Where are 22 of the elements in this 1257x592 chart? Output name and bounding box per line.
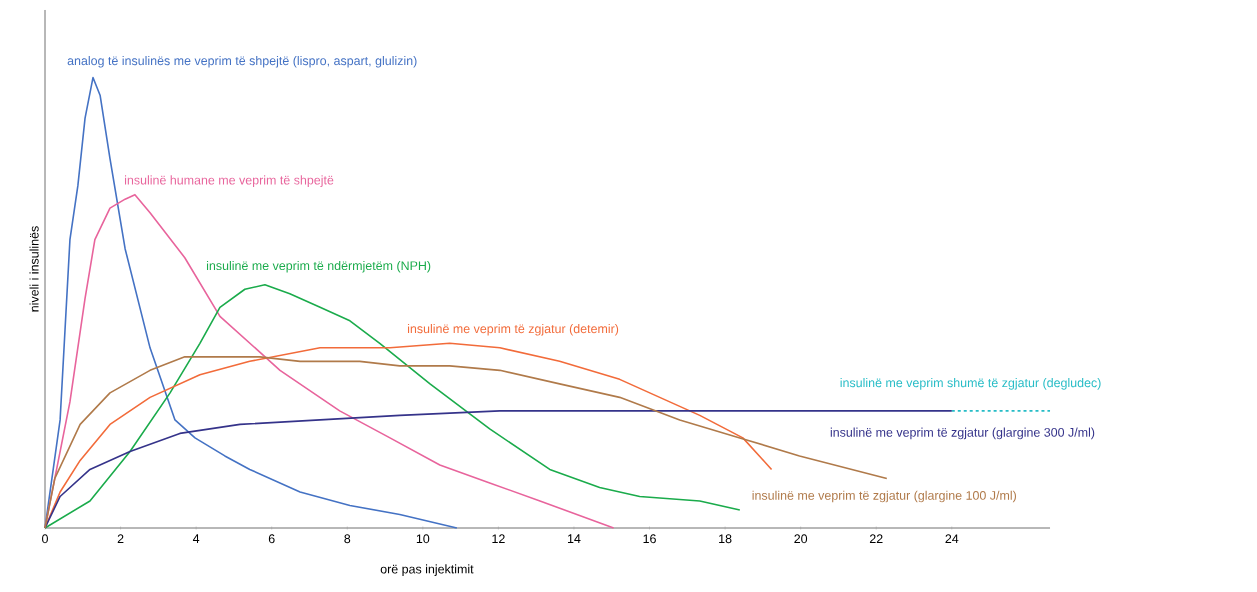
x-tick-label: 20 bbox=[794, 534, 808, 544]
x-tick-label: 4 bbox=[192, 534, 200, 543]
x-tick-label: 14 bbox=[567, 534, 581, 543]
x-tick-label: 12 bbox=[492, 534, 505, 544]
x-tick-label: 2 bbox=[117, 534, 124, 544]
x-tick-label: 0 bbox=[42, 534, 48, 544]
x-tick-label: 16 bbox=[643, 534, 656, 544]
y-axis-title: niveli i insulinës bbox=[29, 226, 39, 312]
x-tick-label: 6 bbox=[268, 534, 275, 544]
series-label: insulinë me veprim të zgjatur (glargine 300 J/ml) bbox=[830, 427, 1095, 440]
x-tick-label: 22 bbox=[869, 534, 883, 544]
x-tick-label: 24 bbox=[945, 534, 959, 544]
x-tick-label: 8 bbox=[344, 534, 351, 544]
text: insulinë me veprim të ndërmjetëm (NPH) bbox=[206, 260, 431, 273]
text: analog të insulinës me veprim të shpejtë (lispro, aspart, glulizin) bbox=[67, 55, 417, 68]
x-axis-title: orë pas injektimit bbox=[380, 564, 474, 576]
text: insulinë me veprim shumë të zgjatur (degludec) bbox=[840, 378, 1101, 390]
series-label: insulinë me veprim të zgjatur (glargine 100 J/ml) bbox=[752, 490, 1016, 503]
x-tick-label: 10 bbox=[416, 534, 430, 544]
series-label: insulinë me veprim të zgjatur (detemir) bbox=[407, 323, 619, 336]
series-label: insulinë humane me veprim të shpejtë bbox=[124, 175, 334, 187]
x-tick-label: 18 bbox=[719, 534, 732, 544]
